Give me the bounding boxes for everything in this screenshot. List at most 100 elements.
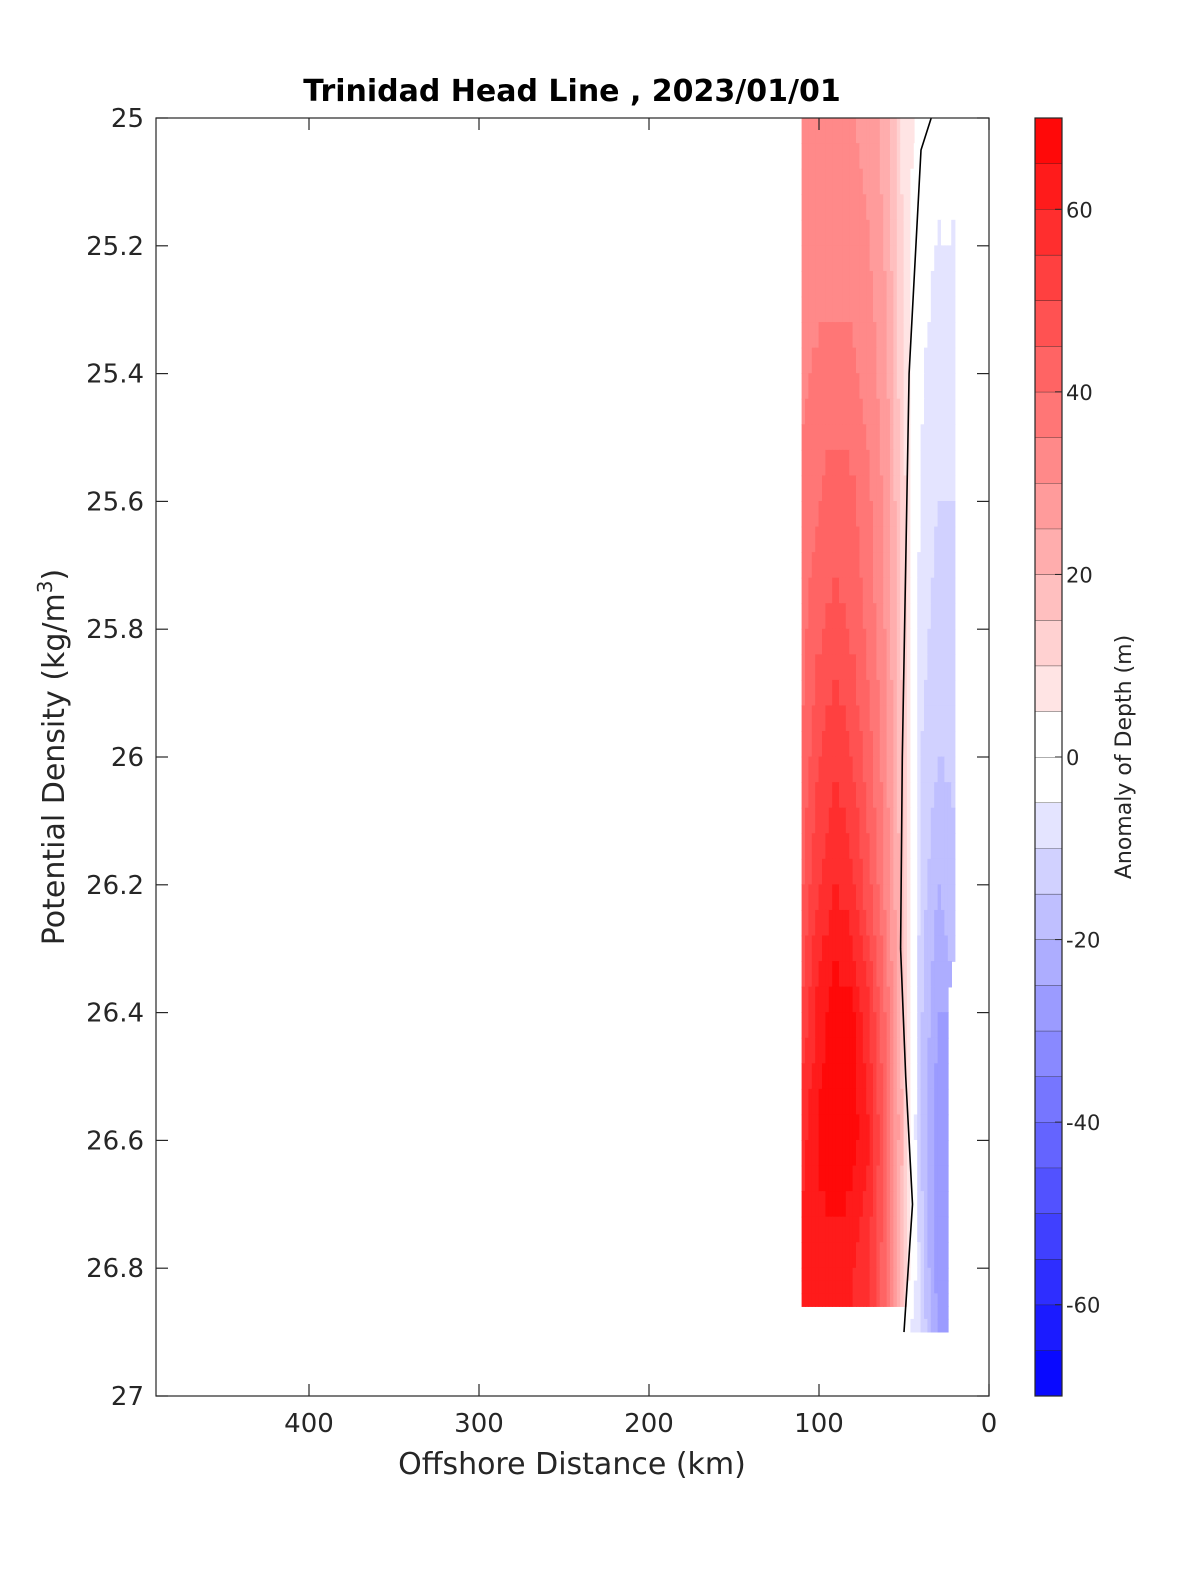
field-cell [937, 884, 942, 911]
field-cell [862, 807, 867, 835]
field-cell [815, 552, 820, 579]
field-cell [927, 986, 932, 1013]
field-cell [832, 1216, 837, 1244]
field-cell [913, 577, 918, 605]
field-cell [866, 526, 871, 553]
field-cell [947, 807, 952, 835]
field-cell [842, 552, 847, 579]
field-cell [822, 118, 827, 144]
field-cell [934, 986, 939, 1013]
field-cell [839, 909, 844, 937]
field-cell [876, 347, 881, 374]
field-cell [896, 884, 901, 911]
field-cell [808, 296, 813, 323]
field-cell [941, 322, 946, 349]
field-cell [822, 1140, 827, 1167]
field-cell [822, 884, 827, 911]
field-cell [849, 270, 854, 298]
field-cell [842, 1280, 847, 1295]
field-cell [947, 270, 952, 298]
field-cell [859, 884, 864, 911]
field-cell [808, 884, 813, 911]
field-cell [822, 679, 827, 707]
field-cell [917, 424, 922, 451]
field-cell [893, 1165, 898, 1192]
field-cell [920, 1140, 925, 1167]
field-cell [828, 398, 833, 426]
field-cell [890, 731, 895, 758]
field-cell [832, 168, 837, 196]
field-cell [825, 1280, 830, 1295]
field-cell [879, 1293, 884, 1307]
field-cell [896, 1037, 901, 1065]
field-cell [835, 1216, 840, 1244]
y-tick-label: 26.6 [86, 1126, 144, 1156]
field-cell [910, 986, 915, 1013]
field-cell [924, 986, 929, 1013]
field-cell [876, 1037, 881, 1065]
field-cell [924, 194, 929, 221]
field-cell [832, 782, 837, 809]
field-cell [883, 1165, 888, 1192]
field-cell [832, 1012, 837, 1039]
field-cell [930, 1088, 935, 1116]
field-cell [822, 1088, 827, 1116]
field-cell [801, 1088, 806, 1116]
field-cell [849, 475, 854, 502]
field-cell [852, 1140, 857, 1167]
field-cell [893, 475, 898, 502]
field-cell [808, 475, 813, 502]
field-cell [941, 1306, 946, 1320]
field-cell [944, 1242, 949, 1269]
field-cell [951, 807, 956, 835]
field-cell [866, 858, 871, 886]
field-cell [886, 501, 891, 528]
field-cell [937, 424, 942, 451]
field-cell [937, 194, 942, 221]
field-cell [896, 961, 901, 988]
field-cell [879, 118, 884, 144]
field-cell [910, 398, 915, 426]
field-cell [951, 373, 956, 400]
field-cell [835, 424, 840, 451]
colorbar-band [1035, 209, 1062, 255]
field-cell [941, 1012, 946, 1039]
field-cell [907, 1063, 912, 1090]
field-cell [825, 398, 830, 426]
field-cell [917, 1306, 922, 1320]
field-cell [852, 807, 857, 835]
field-cell [934, 1267, 939, 1282]
field-cell [947, 833, 952, 860]
field-cell [886, 270, 891, 298]
field-cell [907, 1191, 912, 1218]
field-cell [811, 884, 816, 911]
field-cell [828, 270, 833, 298]
field-cell [869, 807, 874, 835]
field-cell [828, 833, 833, 860]
field-cell [941, 373, 946, 400]
field-cell [805, 756, 810, 783]
field-cell [828, 552, 833, 579]
field-cell [920, 1293, 925, 1307]
field-cell [818, 1191, 823, 1218]
field-cell [934, 833, 939, 860]
field-cell [903, 475, 908, 502]
field-cell [900, 475, 905, 502]
field-cell [937, 1088, 942, 1116]
field-cell [913, 1191, 918, 1218]
field-cell [808, 833, 813, 860]
field-cell [845, 373, 850, 400]
field-cell [927, 1165, 932, 1192]
field-cell [934, 679, 939, 707]
field-cell [839, 373, 844, 400]
field-cell [873, 1088, 878, 1116]
field-cell [907, 731, 912, 758]
field-cell [869, 1140, 874, 1167]
field-cell [910, 347, 915, 374]
field-cell [856, 1165, 861, 1192]
field-cell [883, 424, 888, 451]
field-cell [822, 219, 827, 247]
field-cell [832, 270, 837, 298]
field-cell [869, 168, 874, 196]
field-cell [825, 935, 830, 962]
